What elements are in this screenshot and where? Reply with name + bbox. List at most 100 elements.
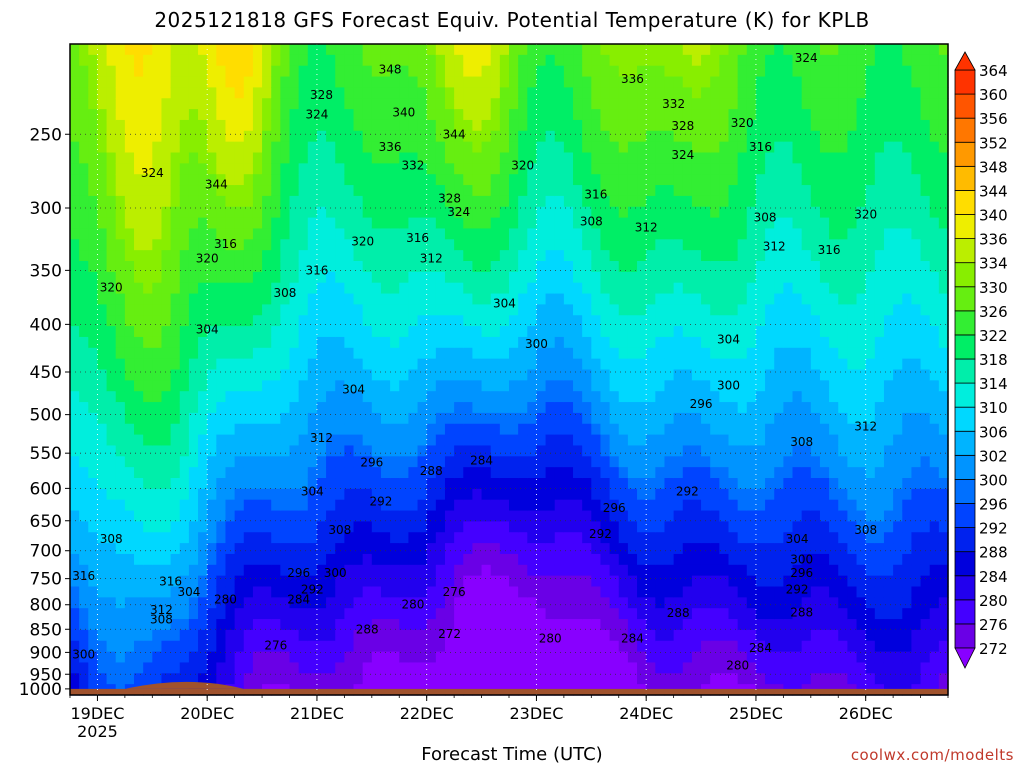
- heatmap-cell: [115, 130, 126, 143]
- heatmap-cell: [490, 543, 501, 555]
- heatmap-cell: [691, 369, 702, 381]
- heatmap-cell: [161, 423, 172, 436]
- heatmap-cell: [371, 434, 382, 447]
- heatmap-cell: [536, 619, 547, 631]
- heatmap-cell: [262, 586, 272, 598]
- heatmap-cell: [307, 467, 318, 479]
- heatmap-cell: [627, 521, 638, 533]
- heatmap-cell: [755, 239, 766, 251]
- heatmap-cell: [79, 488, 89, 501]
- heatmap-cell: [765, 608, 775, 620]
- heatmap-cell: [426, 564, 437, 577]
- heatmap-cell: [682, 109, 693, 121]
- heatmap-cell: [335, 434, 345, 447]
- heatmap-cell: [499, 271, 510, 284]
- heatmap-cell: [810, 597, 821, 609]
- heatmap-cell: [819, 467, 830, 479]
- heatmap-cell: [234, 673, 245, 685]
- heatmap-cell: [344, 532, 355, 544]
- heatmap-cell: [765, 152, 775, 164]
- heatmap-cell: [417, 597, 428, 609]
- heatmap-cell: [316, 239, 327, 251]
- heatmap-cell: [573, 65, 583, 78]
- heatmap-cell: [481, 553, 492, 566]
- heatmap-cell: [573, 261, 583, 273]
- heatmap-cell: [234, 619, 245, 631]
- heatmap-cell: [655, 347, 666, 360]
- heatmap-cell: [819, 141, 830, 154]
- heatmap-cell: [499, 456, 510, 468]
- heatmap-cell: [271, 250, 281, 262]
- heatmap-cell: [234, 586, 245, 598]
- heatmap-cell: [326, 651, 336, 664]
- heatmap-cell: [207, 271, 217, 284]
- heatmap-cell: [819, 228, 830, 240]
- heatmap-cell: [755, 119, 766, 132]
- heatmap-cell: [646, 206, 656, 219]
- heatmap-cell: [380, 532, 391, 544]
- heatmap-cell: [728, 380, 739, 392]
- heatmap-cell: [463, 65, 474, 78]
- heatmap-cell: [262, 65, 272, 78]
- heatmap-cell: [463, 304, 474, 316]
- heatmap-cell: [353, 662, 364, 674]
- heatmap-cell: [79, 228, 89, 240]
- heatmap-cell: [536, 553, 547, 566]
- heatmap-cell: [115, 608, 126, 620]
- heatmap-cell: [554, 597, 565, 609]
- heatmap-cell: [88, 304, 99, 316]
- heatmap-cell: [582, 358, 592, 371]
- heatmap-cell: [115, 510, 126, 522]
- heatmap-cell: [170, 673, 181, 685]
- heatmap-cell: [198, 488, 208, 501]
- heatmap-cell: [316, 412, 327, 425]
- heatmap-cell: [207, 619, 217, 631]
- heatmap-cell: [344, 326, 355, 338]
- heatmap-cell: [774, 130, 784, 143]
- heatmap-cell: [783, 662, 794, 674]
- heatmap-cell: [353, 456, 364, 468]
- heatmap-cell: [88, 141, 99, 154]
- heatmap-cell: [70, 467, 80, 479]
- heatmap-cell: [252, 293, 263, 305]
- heatmap-cell: [371, 109, 382, 121]
- heatmap-cell: [426, 217, 437, 230]
- heatmap-cell: [801, 619, 812, 631]
- heatmap-cell: [408, 119, 419, 132]
- heatmap-cell: [691, 521, 702, 533]
- heatmap-cell: [545, 532, 556, 544]
- heatmap-cell: [225, 391, 236, 403]
- heatmap-cell: [701, 532, 711, 544]
- heatmap-cell: [664, 510, 675, 522]
- heatmap-cell: [801, 488, 812, 501]
- heatmap-cell: [307, 87, 318, 99]
- heatmap-cell: [399, 467, 409, 479]
- heatmap-cell: [536, 478, 547, 490]
- heatmap-cell: [701, 304, 711, 316]
- heatmap-cell: [326, 109, 336, 121]
- heatmap-cell: [774, 510, 784, 522]
- heatmap-cell: [637, 271, 647, 284]
- heatmap-cell: [262, 141, 272, 154]
- heatmap-cell: [271, 499, 281, 512]
- heatmap-cell: [746, 152, 757, 164]
- heatmap-cell: [335, 271, 345, 284]
- heatmap-cell: [691, 141, 702, 154]
- heatmap-cell: [573, 597, 583, 609]
- heatmap-cell: [701, 608, 711, 620]
- heatmap-cell: [426, 597, 437, 609]
- heatmap-cell: [737, 347, 748, 360]
- heatmap-cell: [252, 152, 263, 164]
- heatmap-cell: [499, 380, 510, 392]
- heatmap-cell: [115, 174, 126, 186]
- heatmap-cell: [124, 206, 135, 219]
- heatmap-cell: [554, 412, 565, 425]
- heatmap-cell: [170, 271, 181, 284]
- heatmap-cell: [216, 163, 227, 175]
- heatmap-cell: [344, 640, 355, 653]
- heatmap-cell: [88, 597, 99, 609]
- heatmap-cell: [79, 575, 89, 588]
- heatmap-cell: [774, 206, 784, 219]
- heatmap-cell: [783, 553, 794, 566]
- heatmap-cell: [499, 185, 510, 197]
